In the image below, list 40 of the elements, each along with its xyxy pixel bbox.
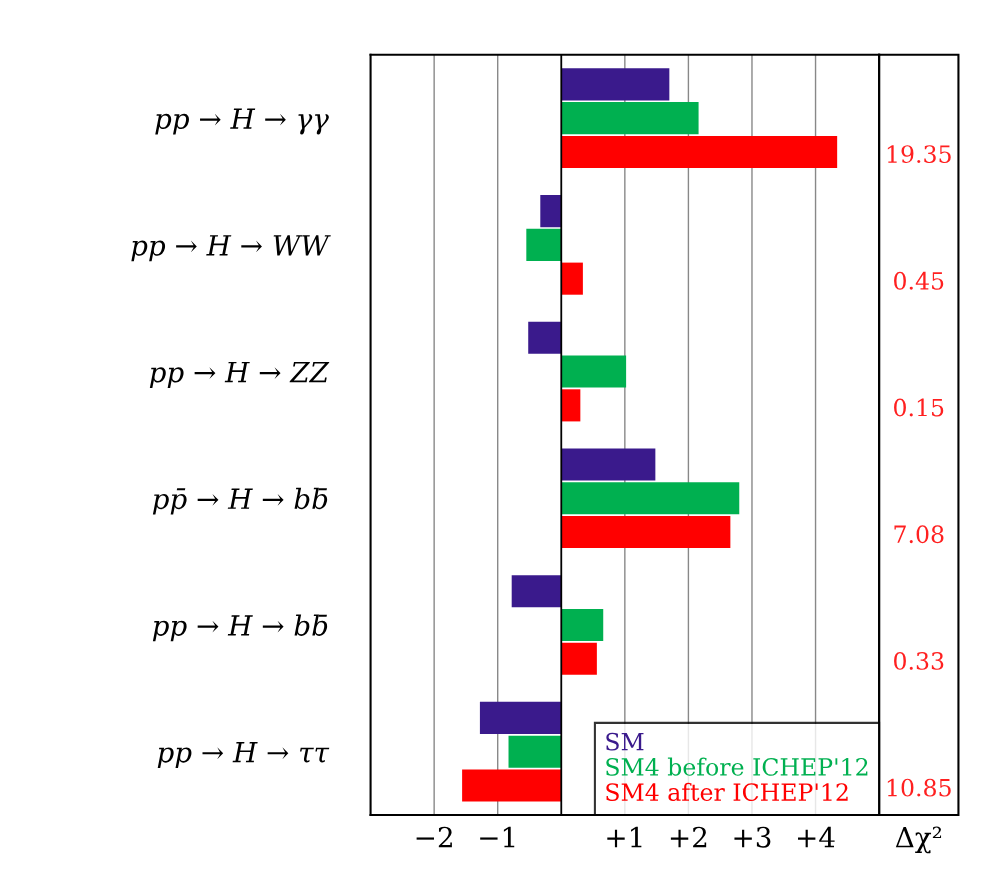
text: 19.35 xyxy=(887,145,951,164)
bar xyxy=(561,68,670,101)
y-tick-label: pp → H → γγ xyxy=(155,108,329,135)
x-tick-label: −2 xyxy=(416,826,452,848)
text: 10.85 xyxy=(887,778,951,797)
y-tick-label: pp → H → ττ xyxy=(157,742,330,769)
text: 0.45 xyxy=(894,271,944,290)
bar xyxy=(508,735,562,768)
text: Δχ² xyxy=(895,826,942,854)
bar xyxy=(561,355,627,388)
bar xyxy=(561,389,581,422)
series-label: SM4 after ICHEP'12 xyxy=(606,782,848,802)
bar xyxy=(561,102,699,135)
x-tick-label: +1 xyxy=(607,826,642,848)
x-tick-label: +4 xyxy=(798,826,835,848)
bar xyxy=(561,608,604,642)
bar xyxy=(561,516,731,549)
y-tick-label: pp̄ → H → bb̄ xyxy=(152,487,328,515)
x-tick-label: +3 xyxy=(734,826,771,848)
y-tick-label: pp → H → ZZ xyxy=(149,361,330,388)
bar xyxy=(561,642,597,675)
text: 0.33 xyxy=(894,651,944,670)
bar xyxy=(561,482,740,515)
y-tick-label: pp → H → bb̄ xyxy=(152,614,328,642)
x-tick-label: −1 xyxy=(480,826,515,848)
x-tick-label: +2 xyxy=(670,826,707,848)
bar xyxy=(561,448,656,481)
bar xyxy=(528,321,562,354)
bar xyxy=(561,135,838,168)
bar xyxy=(526,228,562,261)
bar xyxy=(479,701,562,734)
series-label: SM4 before ICHEP'12 xyxy=(606,757,868,776)
series-label: SM xyxy=(606,732,644,751)
bar xyxy=(561,262,583,295)
bar xyxy=(540,195,562,228)
text: 0.15 xyxy=(894,398,944,417)
bar xyxy=(511,575,562,608)
bar xyxy=(462,769,562,802)
text: 7.08 xyxy=(894,525,944,544)
y-tick-label: pp → H → WW xyxy=(131,235,331,262)
